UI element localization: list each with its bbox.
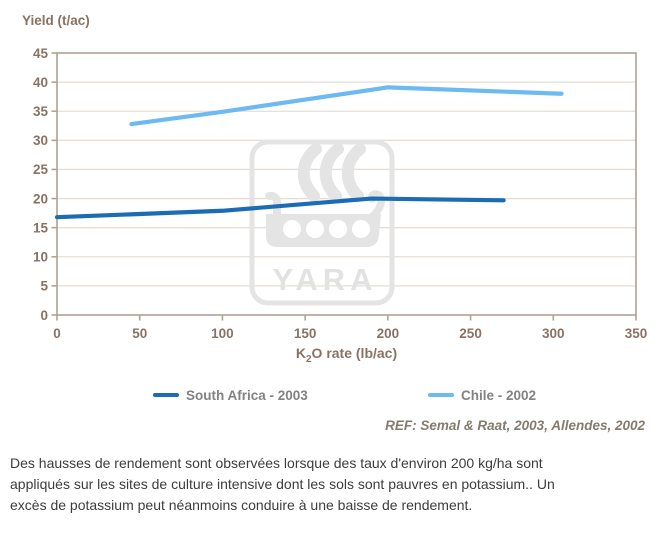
y-tick-label: 10 — [33, 250, 48, 265]
y-tick-label: 40 — [33, 75, 48, 90]
x-tick-label: 300 — [542, 326, 565, 341]
x-axis-title-base1: K — [295, 345, 306, 361]
y-tick-label: 20 — [33, 191, 48, 206]
caption-line-1: Des hausses de rendement sont observées … — [10, 455, 543, 471]
y-axis-title: Yield (t/ac) — [22, 13, 90, 28]
y-tick-label: 25 — [33, 162, 49, 177]
plot-svg: YARA 0 5 10 15 20 25 30 35 40 45 0 50 100 150 200 250 30… — [33, 46, 647, 341]
y-tick-label: 15 — [33, 220, 49, 235]
x-tick-label: 100 — [211, 326, 234, 341]
chart-legend: South Africa - 2003 Chile - 2002 — [0, 386, 659, 404]
series-line — [54, 196, 506, 220]
series-layer — [54, 85, 564, 220]
x-tick-label: 50 — [132, 326, 147, 341]
x-tick-label: 250 — [459, 326, 482, 341]
legend-label-south-africa: South Africa - 2003 — [186, 387, 308, 403]
y-tick-label: 0 — [40, 308, 48, 323]
y-tick-label: 5 — [40, 279, 48, 294]
legend-swatch-chile — [428, 393, 454, 397]
x-axis-title-base2: O rate (lb/ac) — [311, 345, 398, 361]
caption-line-3: excès de potassium peut néanmoins condui… — [10, 497, 473, 513]
y-tick-label: 35 — [33, 104, 49, 119]
series-line — [129, 85, 564, 127]
x-tick-label: 350 — [625, 326, 648, 341]
legend-item-south-africa: South Africa - 2003 — [153, 386, 308, 404]
y-tick-label: 30 — [33, 133, 48, 148]
caption-line-2: appliqués sur les sites de culture inten… — [10, 476, 555, 492]
legend-label-chile: Chile - 2002 — [461, 387, 537, 403]
legend-swatch-south-africa — [153, 393, 179, 397]
yield-chart-figure: Yield (t/ac) YARA 0 5 10 15 20 25 30 35 40 45 0 50 1… — [0, 13, 659, 433]
x-tick-label: 150 — [294, 326, 317, 341]
watermark-label: YARA — [273, 262, 378, 297]
axes-layer: 0 5 10 15 20 25 30 35 40 45 0 50 100 150 200 250 300 350 — [33, 46, 647, 341]
x-axis-title-sub: 2 — [305, 353, 312, 365]
yara-watermark-icon: YARA — [249, 139, 395, 306]
y-tick-label: 45 — [33, 46, 49, 61]
reference-text: REF: Semal & Raat, 2003, Allendes, 2002 — [385, 418, 645, 433]
x-tick-label: 200 — [377, 326, 400, 341]
x-tick-label: 0 — [53, 326, 61, 341]
x-axis-title: K2O rate (lb/ac) — [57, 345, 636, 365]
legend-item-chile: Chile - 2002 — [428, 386, 536, 404]
caption-paragraph: Des hausses de rendement sont observées … — [10, 453, 649, 516]
